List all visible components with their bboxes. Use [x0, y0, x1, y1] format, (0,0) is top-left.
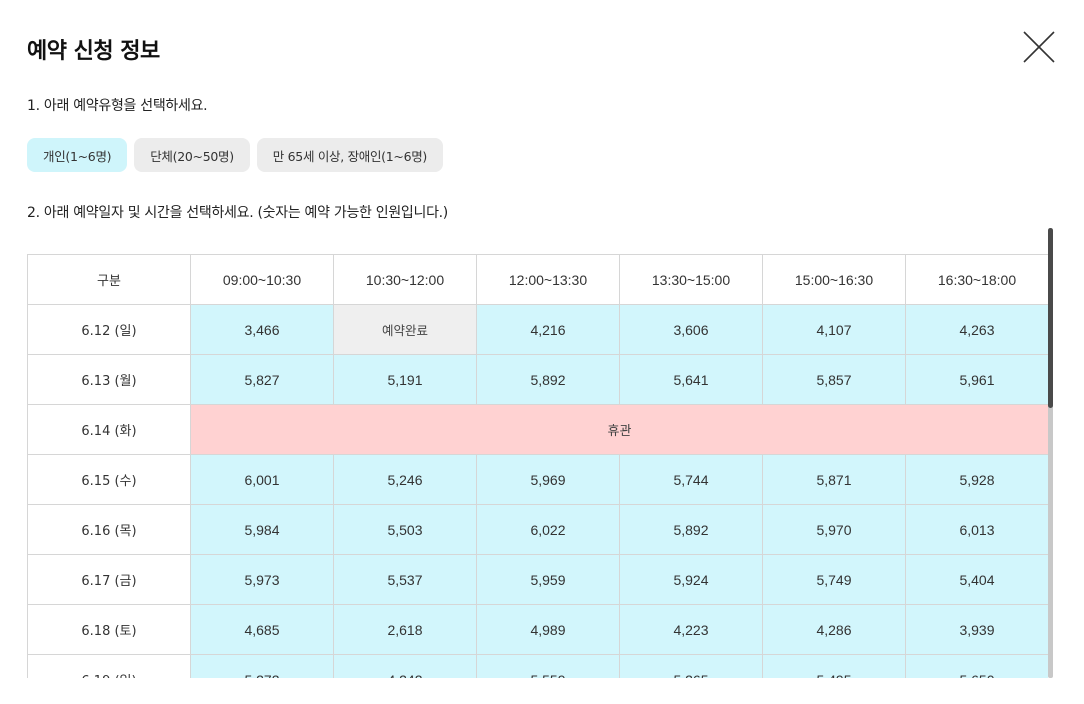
row-date: 6.17 (금) [27, 554, 191, 605]
column-header-time: 10:30~12:00 [333, 254, 477, 305]
step2-label: 2. 아래 예약일자 및 시간을 선택하세요. (숫자는 예약 가능한 인원입니… [27, 205, 448, 221]
slot-available-cell[interactable]: 5,641 [619, 354, 763, 405]
slot-available-cell[interactable]: 5,495 [762, 654, 906, 678]
close-icon[interactable] [1022, 30, 1056, 64]
row-date: 6.14 (화) [27, 404, 191, 455]
table-row: 6.12 (일) 3,466 예약완료 4,216 3,606 4,107 4,263 [27, 304, 1048, 355]
slot-available-cell[interactable]: 6,001 [190, 454, 334, 505]
slot-available-cell[interactable]: 4,242 [333, 654, 477, 678]
slot-available-cell[interactable]: 5,892 [476, 354, 620, 405]
slot-available-cell[interactable]: 5,650 [905, 654, 1048, 678]
column-header-time: 13:30~15:00 [619, 254, 763, 305]
slot-available-cell[interactable]: 4,685 [190, 604, 334, 655]
row-date: 6.12 (일) [27, 304, 191, 355]
table-row: 6.16 (목) 5,984 5,503 6,022 5,892 5,970 6,013 [27, 504, 1048, 555]
schedule-body: 6.12 (일) 3,466 예약완료 4,216 3,606 4,107 4,263 6.1… [27, 304, 1048, 678]
scrollbar-track[interactable] [1048, 228, 1053, 678]
slot-available-cell[interactable]: 5,969 [476, 454, 620, 505]
slot-available-cell[interactable]: 4,216 [476, 304, 620, 355]
slot-available-cell[interactable]: 4,107 [762, 304, 906, 355]
slot-available-cell[interactable]: 5,970 [762, 504, 906, 555]
column-header-time: 09:00~10:30 [190, 254, 334, 305]
row-date: 6.15 (수) [27, 454, 191, 505]
step1-label: 1. 아래 예약유형을 선택하세요. [27, 98, 208, 114]
schedule-table-container: 구분 09:00~10:30 10:30~12:00 12:00~13:30 1… [27, 254, 1048, 678]
slot-available-cell[interactable]: 5,744 [619, 454, 763, 505]
column-header-time: 12:00~13:30 [476, 254, 620, 305]
table-row: 6.19 (일)5,2724,2425,5595,2655,4955,650 [27, 654, 1048, 678]
slot-available-cell[interactable]: 5,265 [619, 654, 763, 678]
table-row: 6.14 (화) 휴관 [27, 404, 1048, 455]
slot-available-cell[interactable]: 4,989 [476, 604, 620, 655]
scrollbar-thumb[interactable] [1048, 228, 1053, 408]
table-row: 6.15 (수) 6,001 5,246 5,969 5,744 5,871 5,928 [27, 454, 1048, 505]
slot-available-cell[interactable]: 5,871 [762, 454, 906, 505]
type-button-group[interactable]: 단체(20~50명) [134, 138, 250, 172]
reservation-type-group: 개인(1~6명) 단체(20~50명) 만 65세 이상, 장애인(1~6명) [27, 138, 444, 172]
slot-available-cell[interactable]: 6,022 [476, 504, 620, 555]
slot-full-cell: 예약완료 [333, 304, 477, 355]
schedule-table: 구분 09:00~10:30 10:30~12:00 12:00~13:30 1… [27, 254, 1048, 678]
slot-available-cell[interactable]: 5,892 [619, 504, 763, 555]
row-date: 6.13 (월) [27, 354, 191, 405]
table-row: 6.18 (토) 4,685 2,618 4,989 4,223 4,286 3,939 [27, 604, 1048, 655]
slot-available-cell[interactable]: 4,263 [905, 304, 1048, 355]
row-date: 6.18 (토) [27, 604, 191, 655]
slot-available-cell[interactable]: 6,013 [905, 504, 1048, 555]
closed-day-cell: 휴관 [190, 404, 1048, 455]
slot-available-cell[interactable]: 5,749 [762, 554, 906, 605]
slot-available-cell[interactable]: 5,503 [333, 504, 477, 555]
slot-available-cell[interactable]: 5,537 [333, 554, 477, 605]
slot-available-cell[interactable]: 5,272 [190, 654, 334, 678]
slot-available-cell[interactable]: 5,246 [333, 454, 477, 505]
slot-available-cell[interactable]: 5,559 [476, 654, 620, 678]
slot-available-cell[interactable]: 5,924 [619, 554, 763, 605]
row-date: 6.16 (목) [27, 504, 191, 555]
column-header-time: 16:30~18:00 [905, 254, 1048, 305]
slot-available-cell[interactable]: 2,618 [333, 604, 477, 655]
type-button-individual[interactable]: 개인(1~6명) [27, 138, 128, 172]
table-header-row: 구분 09:00~10:30 10:30~12:00 12:00~13:30 1… [27, 254, 1048, 305]
slot-available-cell[interactable]: 3,939 [905, 604, 1048, 655]
column-header-category: 구분 [27, 254, 191, 305]
slot-available-cell[interactable]: 5,857 [762, 354, 906, 405]
type-button-senior-disabled[interactable]: 만 65세 이상, 장애인(1~6명) [256, 138, 444, 172]
slot-available-cell[interactable]: 5,961 [905, 354, 1048, 405]
row-date: 6.19 (일) [27, 654, 191, 678]
slot-available-cell[interactable]: 5,928 [905, 454, 1048, 505]
table-row: 6.13 (월) 5,827 5,191 5,892 5,641 5,857 5,961 [27, 354, 1048, 405]
column-header-time: 15:00~16:30 [762, 254, 906, 305]
slot-available-cell[interactable]: 5,973 [190, 554, 334, 605]
slot-available-cell[interactable]: 5,827 [190, 354, 334, 405]
slot-available-cell[interactable]: 5,984 [190, 504, 334, 555]
slot-available-cell[interactable]: 5,404 [905, 554, 1048, 605]
slot-available-cell[interactable]: 4,223 [619, 604, 763, 655]
table-row: 6.17 (금) 5,973 5,537 5,959 5,924 5,749 5,404 [27, 554, 1048, 605]
dialog-title: 예약 신청 정보 [27, 39, 160, 64]
slot-available-cell[interactable]: 3,466 [190, 304, 334, 355]
slot-available-cell[interactable]: 4,286 [762, 604, 906, 655]
slot-available-cell[interactable]: 3,606 [619, 304, 763, 355]
slot-available-cell[interactable]: 5,959 [476, 554, 620, 605]
slot-available-cell[interactable]: 5,191 [333, 354, 477, 405]
